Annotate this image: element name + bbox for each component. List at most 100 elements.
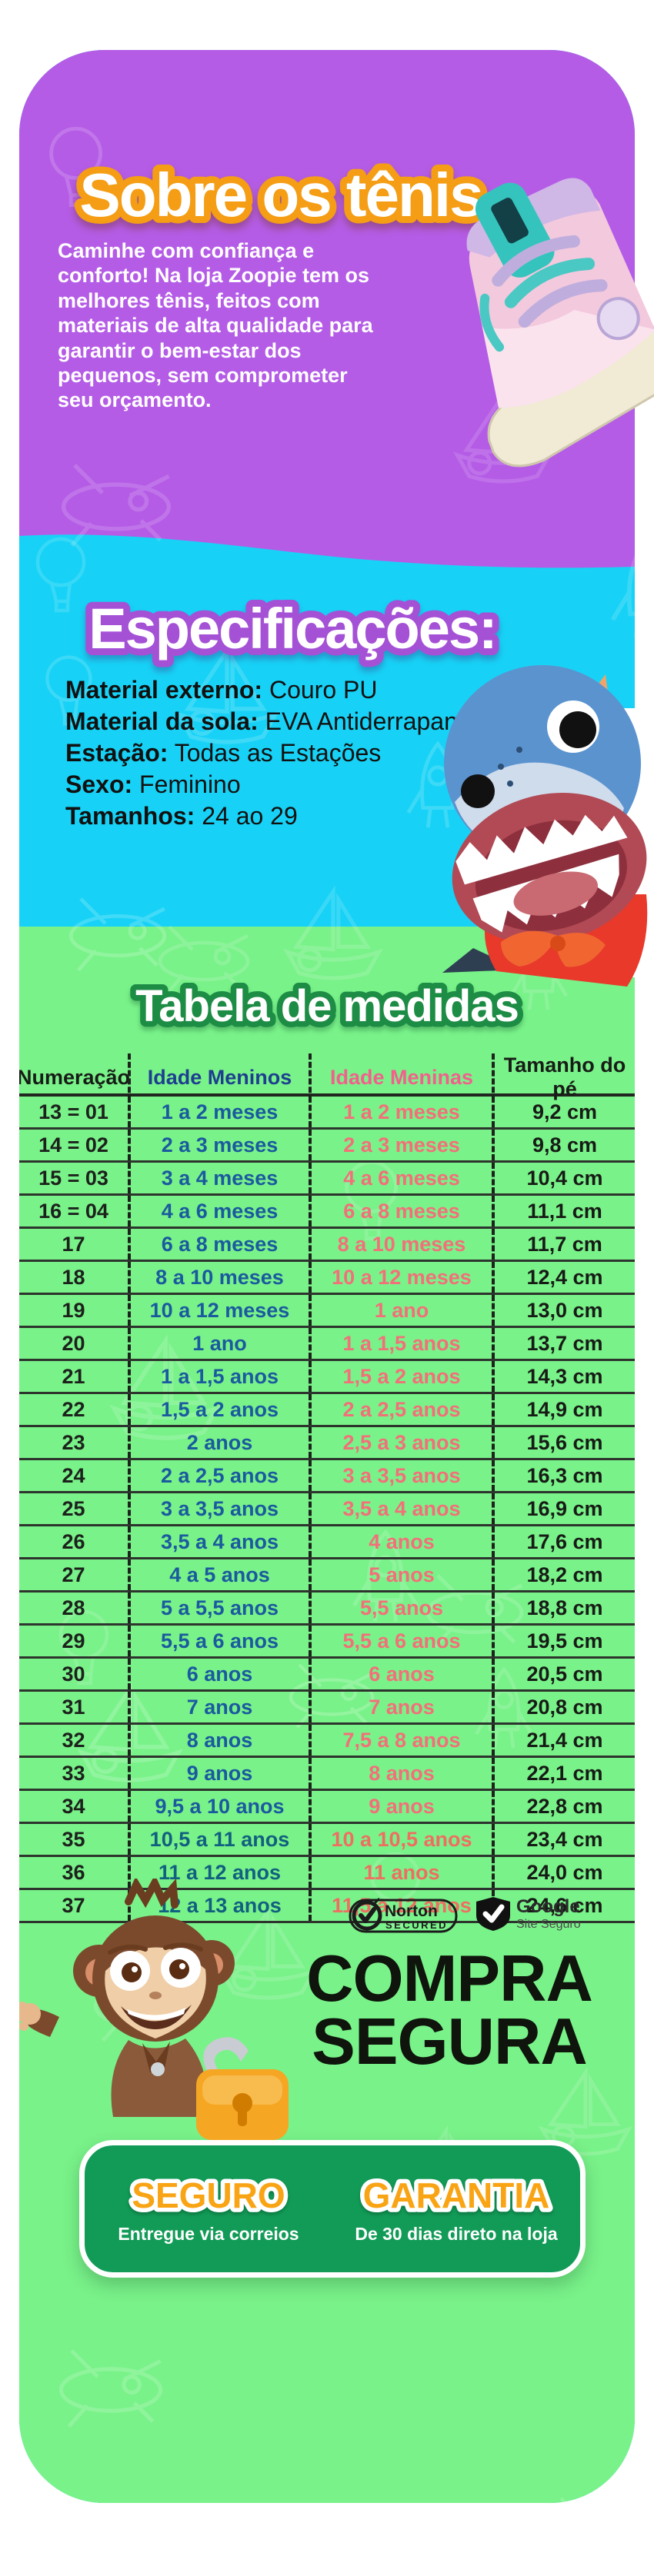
cell-idade-meninos: 1,5 a 2 anos (128, 1394, 309, 1425)
cell-tamanho-pe: 17,6 cm (492, 1526, 635, 1557)
header-idade-meninas: Idade Meninas (309, 1053, 492, 1101)
spec-label: Material externo: (65, 676, 263, 704)
monkey-nose (149, 1992, 162, 1999)
monkey-body (111, 2039, 208, 2117)
shark-eye-right (559, 711, 596, 748)
svg-text:Tabela de medidas: Tabela de medidas (135, 981, 519, 1031)
specs-title: Especificações: (82, 590, 504, 667)
spec-value: 24 ao 29 (195, 801, 298, 830)
cell-tamanho-pe: 21,4 cm (492, 1725, 635, 1756)
spec-value: Feminino (132, 770, 241, 798)
purple-wave-divider (19, 521, 635, 568)
cell-idade-meninos: 2 anos (128, 1427, 309, 1458)
table-row: 20 1 ano 1 a 1,5 anos 13,7 cm (19, 1328, 635, 1361)
cell-idade-meninos: 9,5 a 10 anos (128, 1791, 309, 1822)
cell-idade-meninos: 8 a 10 meses (128, 1262, 309, 1293)
sneaker-lace (518, 279, 608, 328)
cell-tamanho-pe: 23,4 cm (492, 1824, 635, 1855)
cell-numeracao: 24 (62, 1463, 85, 1487)
table-row: 32 8 anos 7,5 a 8 anos 21,4 cm (19, 1725, 635, 1758)
cell-idade-meninas: 5,5 a 6 anos (309, 1626, 492, 1656)
spec-value: Couro PU (262, 676, 378, 704)
table-row: 18 8 a 10 meses 10 a 12 meses 12,4 cm (19, 1262, 635, 1295)
cell-numeracao: 26 (62, 1529, 85, 1553)
cell-idade-meninos: 6 a 8 meses (128, 1229, 309, 1260)
seguro-title: SEGURO (128, 2171, 289, 2219)
table-row: 31 7 anos 7 anos 20,8 cm (19, 1692, 635, 1725)
cell-tamanho-pe: 16,3 cm (492, 1460, 635, 1491)
cell-idade-meninas: 3 a 3,5 anos (309, 1460, 492, 1491)
table-row: 34 9,5 a 10 anos 9 anos 22,8 cm (19, 1791, 635, 1824)
garantia-title: GARANTIA (359, 2171, 554, 2219)
cell-numeracao: 28 (62, 1596, 85, 1619)
cell-numeracao: 15 = 03 (38, 1166, 108, 1190)
cell-numeracao: 32 (62, 1728, 85, 1752)
cell-numeracao: 23 (62, 1430, 85, 1454)
spec-item: Tamanhos: 24 ao 29 (65, 800, 496, 832)
table-row: 24 2 a 2,5 anos 3 a 3,5 anos 16,3 cm (19, 1460, 635, 1493)
shark-mouth (452, 792, 647, 944)
header-idade-meninos: Idade Meninos (128, 1053, 309, 1101)
monkey-eye-left (122, 1962, 142, 1982)
spec-label: Material da sola: (65, 707, 259, 735)
cell-numeracao: 37 (62, 1893, 85, 1917)
cell-idade-meninas: 6 anos (309, 1659, 492, 1689)
cell-idade-meninas: 1 ano (309, 1295, 492, 1326)
cell-idade-meninas: 5,5 anos (309, 1593, 492, 1623)
cell-tamanho-pe: 13,7 cm (492, 1328, 635, 1359)
shark-eye-left (461, 774, 495, 808)
sneaker-lace (504, 258, 596, 308)
shark-mascot-image (442, 665, 654, 987)
monkey-mascot-image (19, 1879, 289, 2140)
hero-paragraph: Caminhe com confiança e conforto! Na loj… (58, 238, 384, 413)
monkey-hair (125, 1879, 179, 1909)
sneaker-tongue-tag (491, 198, 529, 244)
svg-text:SEGURO: SEGURO (132, 2175, 285, 2215)
cell-idade-meninas: 10 a 12 meses (309, 1262, 492, 1293)
cell-idade-meninos: 4 a 5 anos (128, 1559, 309, 1590)
spec-item: Sexo: Feminino (65, 769, 496, 800)
google-label: Google (516, 1896, 580, 1917)
cell-tamanho-pe: 22,8 cm (492, 1791, 635, 1822)
table-row: 23 2 anos 2,5 a 3 anos 15,6 cm (19, 1427, 635, 1460)
cell-tamanho-pe: 22,1 cm (492, 1758, 635, 1789)
cell-numeracao: 35 (62, 1827, 85, 1851)
hero-paragraph-part1: Caminhe com confiança e conforto! Na loj… (58, 239, 315, 288)
cell-idade-meninos: 1 a 1,5 anos (128, 1361, 309, 1392)
padlock-shackle (203, 2037, 249, 2077)
garantia-subtitle: De 30 dias direto na loja (355, 2223, 558, 2244)
norton-secured-badge: Norton SECURED (349, 1897, 458, 1933)
cell-idade-meninas: 11 anos (309, 1857, 492, 1888)
cell-idade-meninas: 9 anos (309, 1791, 492, 1822)
table-row: 30 6 anos 6 anos 20,5 cm (19, 1659, 635, 1692)
cell-tamanho-pe: 10,4 cm (492, 1163, 635, 1193)
cell-tamanho-pe: 11,1 cm (492, 1196, 635, 1226)
cell-tamanho-pe: 11,7 cm (492, 1229, 635, 1260)
cell-numeracao: 25 (62, 1496, 85, 1520)
cell-idade-meninos: 10 a 12 meses (128, 1295, 309, 1326)
spec-label: Estação: (65, 738, 169, 767)
cell-numeracao: 17 (62, 1232, 85, 1256)
table-row: 26 3,5 a 4 anos 4 anos 17,6 cm (19, 1526, 635, 1559)
cell-idade-meninos: 2 a 3 meses (128, 1130, 309, 1160)
table-row: 19 10 a 12 meses 1 ano 13,0 cm (19, 1295, 635, 1328)
cell-idade-meninos: 6 anos (128, 1659, 309, 1689)
header-numeracao: Numeração (19, 1065, 131, 1089)
cell-numeracao: 16 = 04 (38, 1199, 108, 1223)
cell-tamanho-pe: 24,0 cm (492, 1857, 635, 1888)
cell-tamanho-pe: 14,3 cm (492, 1361, 635, 1392)
brand-name: Zoopie (229, 264, 297, 288)
cell-idade-meninas: 6 a 8 meses (309, 1196, 492, 1226)
cell-numeracao: 22 (62, 1397, 85, 1421)
cell-idade-meninos: 10,5 a 11 anos (128, 1824, 309, 1855)
cell-numeracao: 20 (62, 1331, 85, 1355)
guarantee-left: SEGURO Entregue via correios (85, 2171, 332, 2245)
cell-tamanho-pe: 15,6 cm (492, 1427, 635, 1458)
cell-tamanho-pe: 20,8 cm (492, 1692, 635, 1722)
cell-idade-meninas: 7 anos (309, 1692, 492, 1722)
cell-numeracao: 30 (62, 1662, 85, 1686)
table-row: 16 = 04 4 a 6 meses 6 a 8 meses 11,1 cm (19, 1196, 635, 1229)
table-row: 28 5 a 5,5 anos 5,5 anos 18,8 cm (19, 1593, 635, 1626)
cell-idade-meninos: 5,5 a 6 anos (128, 1626, 309, 1656)
cell-idade-meninas: 1 a 1,5 anos (309, 1328, 492, 1359)
